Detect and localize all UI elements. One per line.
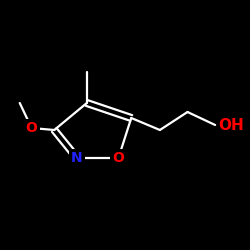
Text: N: N [71,151,83,165]
Text: O: O [26,121,38,135]
Text: OH: OH [218,118,244,132]
Text: O: O [112,151,124,165]
